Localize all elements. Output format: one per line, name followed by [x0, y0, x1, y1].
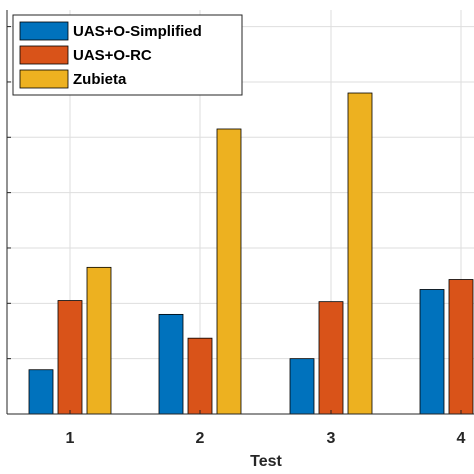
- bar-uas-o-rc-test-1: [57, 300, 83, 415]
- legend-label-zubieta: Zubieta: [73, 71, 127, 88]
- legend-label-uas-o-rc: UAS+O-RC: [73, 47, 152, 64]
- x-tick-label-2: 2: [196, 430, 205, 447]
- x-tick-labels: 1 2 3 4: [66, 430, 466, 447]
- bar-uas-o-rc-test-2: [187, 337, 213, 415]
- axes: [6, 10, 474, 415]
- legend-label-uas-o-simplified: UAS+O-Simplified: [73, 23, 202, 40]
- legend: UAS+O-Simplified UAS+O-RC Zubieta: [12, 14, 243, 96]
- legend-swatch-zubieta: [19, 69, 69, 89]
- bar-uas-o-rc-test-4: [448, 279, 474, 415]
- x-tick-label-4: 4: [457, 430, 466, 447]
- x-axis-title: Test: [250, 453, 282, 470]
- legend-swatch-uas-o-simplified: [19, 21, 69, 41]
- bars: [28, 92, 474, 415]
- x-tick-label-3: 3: [327, 430, 336, 447]
- bar-zubieta-test-3: [347, 92, 373, 415]
- bar-zubieta-test-1: [86, 266, 112, 415]
- bar-uas-o-rc-test-3: [318, 301, 344, 415]
- legend-swatch-uas-o-rc: [19, 45, 69, 65]
- bar-uas-o-simplified-test-3: [289, 358, 315, 415]
- bar-uas-o-simplified-test-4: [419, 289, 445, 415]
- bar-uas-o-simplified-test-1: [28, 369, 54, 415]
- x-tick-label-1: 1: [66, 430, 75, 447]
- bar-uas-o-simplified-test-2: [158, 313, 184, 415]
- bar-zubieta-test-2: [216, 128, 242, 415]
